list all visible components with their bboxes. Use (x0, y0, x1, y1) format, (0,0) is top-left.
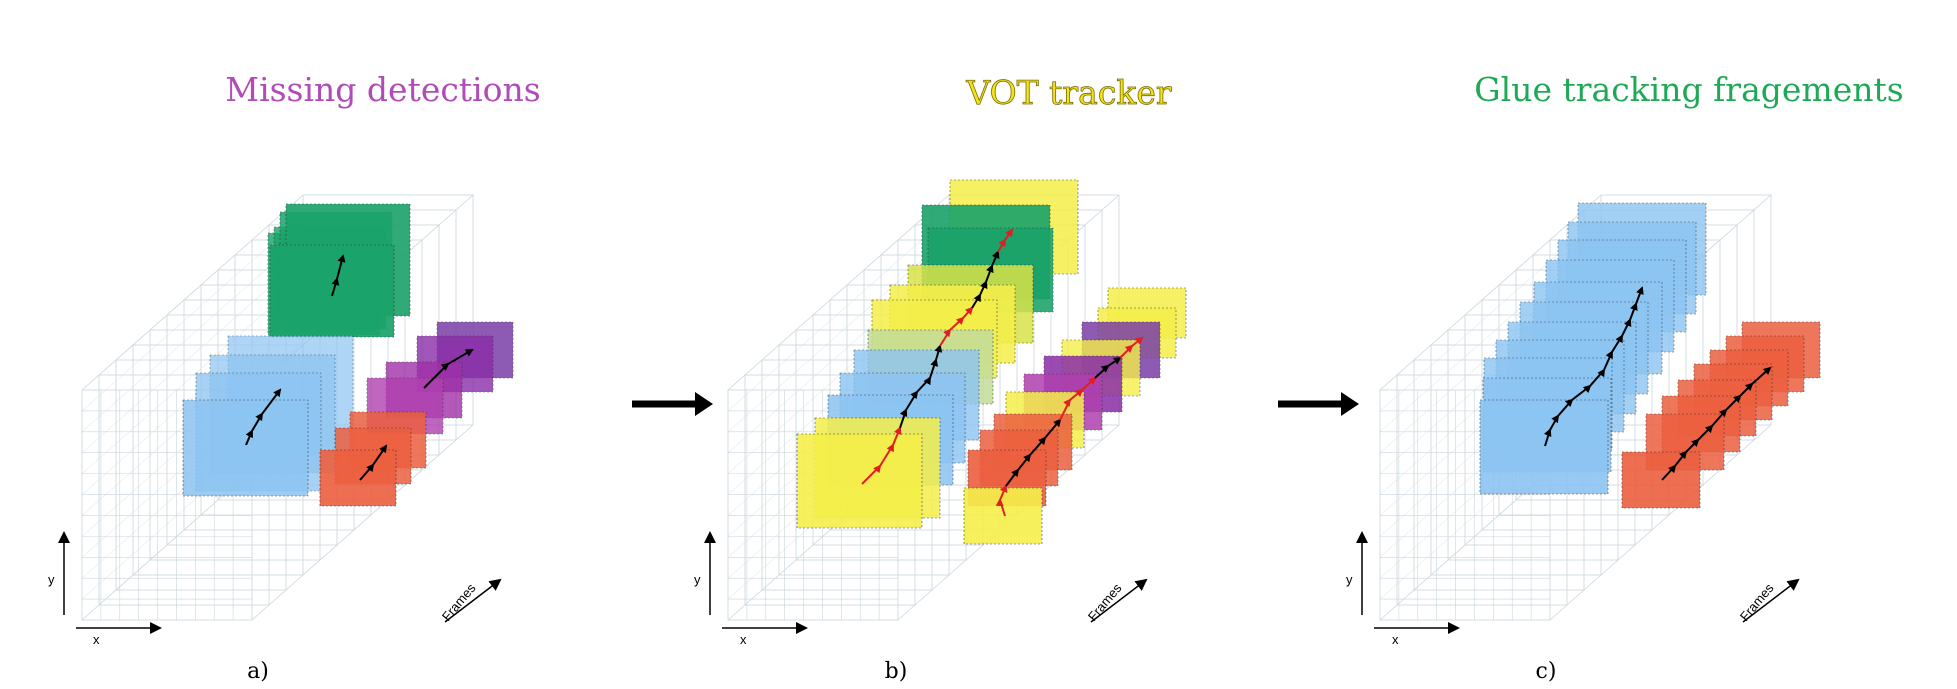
panel-a-boxes (182, 203, 514, 507)
panel-b: VOT tracker (694, 73, 1187, 684)
grid-line (81, 278, 304, 474)
x-axis-label: x (1392, 632, 1399, 647)
orange-trajectory (1661, 366, 1772, 481)
blue-trajectory (1543, 286, 1644, 447)
grid-line (81, 215, 304, 412)
grid-line (81, 299, 304, 495)
frames-axis-label: Frames (1737, 580, 1777, 624)
y-axis-label: y (1346, 572, 1353, 587)
panel-c: Glue tracking fragements (1346, 70, 1904, 684)
vot-trajectory (997, 228, 1014, 253)
vot-prediction (796, 433, 923, 529)
y-axis-label: y (694, 572, 701, 587)
x-axis-label: x (93, 632, 100, 647)
panel-c-boxes (1479, 202, 1821, 509)
y-axis-label: y (48, 572, 55, 587)
panel-b-caption: b) (885, 659, 908, 684)
x-axis-label: x (740, 632, 747, 647)
panel-a: Missing detections (48, 70, 541, 684)
grid-line (727, 215, 950, 412)
vot-prediction (963, 487, 1043, 545)
panel-a-caption: a) (247, 659, 269, 684)
panel-c-caption: c) (1536, 659, 1557, 684)
orange-trajectory (359, 444, 388, 481)
frames-axis-arrow (444, 578, 502, 623)
frames-axis-label: Frames (1085, 580, 1125, 624)
green-trajectory (331, 254, 346, 297)
vot-trajectory (1059, 376, 1097, 421)
green-detection (269, 244, 395, 338)
grid-line (81, 257, 304, 453)
frames-axis-label: Frames (439, 580, 479, 624)
vot-trajectory (995, 484, 1008, 517)
vot-trajectory (939, 306, 974, 347)
orange-trajectory (1005, 418, 1062, 487)
orange-detection (319, 449, 397, 507)
frame-slice (1379, 389, 1551, 621)
transition-arrowhead-b-c (1341, 392, 1359, 416)
depth-edge (727, 194, 950, 391)
blue-trajectory (245, 388, 282, 446)
panel-a-title: Missing detections (225, 70, 540, 109)
purple-trajectory (423, 348, 474, 389)
green-trajectory (971, 250, 1000, 309)
blue-trajectory (899, 344, 943, 429)
grid-line (81, 236, 304, 432)
vot-trajectory (1119, 336, 1144, 359)
blue-detection (1479, 399, 1609, 495)
transition-arrowhead-a-b (695, 392, 713, 416)
frames-axis-arrow (1742, 578, 1800, 623)
vot-trajectory (861, 426, 902, 485)
orange-detection (1621, 451, 1701, 509)
frame-slice (81, 389, 253, 621)
panel-b-boxes (796, 179, 1187, 545)
depth-edge (251, 424, 474, 621)
frames-axis-arrow (1090, 578, 1148, 623)
panel-c-title: Glue tracking fragements (1474, 70, 1903, 109)
purple-trajectory (1094, 356, 1122, 379)
depth-edge (81, 194, 304, 391)
depth-edge (1379, 194, 1602, 391)
panel-b-title: VOT tracker (965, 73, 1172, 112)
blue-detection (182, 399, 309, 497)
